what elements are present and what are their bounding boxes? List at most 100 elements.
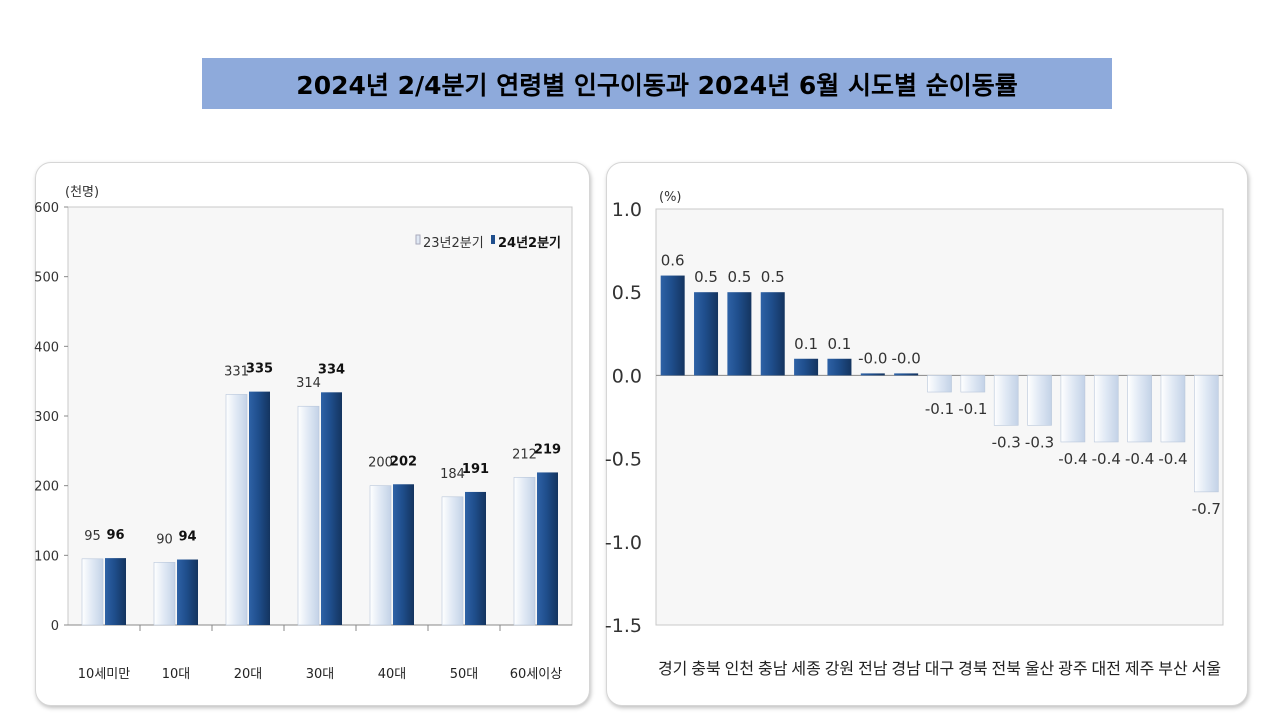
left-x-tick-label: 50대 [450, 667, 479, 682]
left-x-tick-label: 30대 [306, 667, 335, 682]
left-x-tick-label: 60세이상 [510, 667, 562, 682]
right-y-tick-label: -1.0 [605, 532, 642, 554]
region-bar [794, 358, 819, 376]
region-bar [960, 375, 986, 393]
right-x-tick-label: 서울 [1192, 659, 1221, 678]
bar-2023 [81, 558, 104, 626]
region-data-label: -0.3 [1025, 433, 1054, 451]
region-bar [1093, 375, 1119, 443]
legend-label-2023: 23년2분기 [423, 236, 484, 251]
right-y-tick-label: -0.5 [605, 449, 642, 471]
right-x-tick-label: 충남 [758, 659, 788, 678]
bar-2023 [513, 477, 536, 626]
left-unit-label: (천명) [65, 185, 99, 200]
region-bar [1127, 375, 1152, 443]
right-x-tick-label: 전남 [858, 659, 888, 678]
left-y-tick-label: 400 [34, 340, 59, 355]
legend-label-2024: 24년2분기 [498, 236, 561, 251]
right-x-tick-label: 세종 [791, 659, 820, 678]
region-bar [993, 375, 1019, 426]
bar-2023 [297, 405, 320, 626]
bar-2024 [465, 491, 486, 625]
region-data-label: -0.4 [1092, 450, 1121, 468]
right-y-tick-label: -1.5 [605, 615, 642, 637]
bar-2023 [441, 496, 464, 626]
right-x-tick-label: 충북 [691, 659, 720, 678]
title-banner: 2024년 2/4분기 연령별 인구이동과 2024년 6월 시도별 순이동률 [202, 58, 1112, 109]
region-data-label: -0.0 [892, 349, 921, 367]
region-data-label: 0.6 [661, 252, 685, 270]
region-bar [860, 373, 885, 376]
right-x-tick-label: 대전 [1092, 659, 1121, 678]
region-bar [1027, 375, 1052, 426]
data-label-2024: 335 [246, 362, 273, 377]
data-label-2024: 191 [462, 462, 489, 477]
region-data-label: 0.5 [727, 268, 751, 286]
left-y-tick-label: 200 [34, 480, 59, 495]
region-bar [694, 292, 719, 376]
region-data-label: 0.1 [828, 335, 852, 353]
left-x-tick-label: 20대 [234, 667, 263, 682]
right-y-tick-label: 1.0 [612, 199, 642, 221]
region-data-label: -0.0 [858, 349, 887, 367]
region-data-label: 0.5 [761, 268, 785, 286]
region-data-label: -0.4 [1125, 450, 1154, 468]
region-bar [1060, 375, 1086, 443]
bar-2024 [393, 484, 414, 625]
region-bar [827, 358, 852, 376]
data-label-2024: 94 [178, 530, 196, 545]
region-data-label: 0.5 [694, 268, 718, 286]
data-label-2023: 200 [368, 456, 393, 471]
region-bar [660, 275, 685, 376]
page-title: 2024년 2/4분기 연령별 인구이동과 2024년 6월 시도별 순이동률 [296, 70, 1018, 100]
bar-2023 [369, 485, 392, 626]
left-x-tick-label: 40대 [378, 667, 407, 682]
legend-swatch-2024 [491, 235, 495, 244]
bar-2024 [537, 472, 558, 625]
data-label-2024: 202 [390, 454, 417, 469]
bar-2024 [105, 558, 126, 625]
right-x-tick-label: 광주 [1058, 659, 1087, 678]
right-x-tick-label: 경기 [658, 659, 687, 678]
left-x-tick-label: 10대 [162, 667, 191, 682]
right-x-tick-label: 경북 [958, 659, 987, 678]
data-label-2023: 90 [156, 532, 173, 547]
bar-2024 [177, 559, 198, 625]
bar-2023 [153, 561, 176, 626]
right-y-tick-label: 0.5 [612, 282, 642, 304]
data-label-2023: 95 [84, 529, 101, 544]
region-data-label: -0.3 [992, 433, 1021, 451]
right-x-tick-label: 강원 [825, 659, 854, 678]
region-bar [1160, 375, 1186, 443]
data-label-2023: 212 [512, 447, 537, 462]
right-x-tick-label: 인천 [725, 659, 754, 678]
region-bar [727, 292, 752, 376]
region-data-label: -0.1 [925, 400, 954, 418]
bar-2024 [321, 392, 342, 625]
right-x-tick-label: 경남 [891, 659, 921, 678]
region-data-label: -0.4 [1158, 450, 1187, 468]
legend-swatch-2023 [415, 234, 421, 245]
left-x-tick-label: 10세미만 [78, 667, 130, 682]
right-x-tick-label: 대구 [925, 659, 954, 678]
left-y-tick-label: 300 [34, 410, 59, 425]
right-x-tick-label: 부산 [1158, 659, 1188, 678]
bar-2023 [225, 394, 248, 626]
right-unit-label: (%) [659, 190, 682, 205]
data-label-2023: 184 [440, 467, 465, 482]
data-label-2023: 331 [224, 364, 249, 379]
region-bar [1194, 375, 1219, 493]
left-y-tick-label: 600 [34, 201, 59, 216]
data-label-2024: 334 [318, 362, 345, 377]
right-x-tick-label: 전북 [991, 659, 1020, 678]
left-y-tick-label: 0 [51, 619, 59, 634]
region-data-label: -0.4 [1058, 450, 1087, 468]
region-data-label: 0.1 [794, 335, 818, 353]
region-bar [760, 292, 785, 376]
region-bar [894, 373, 919, 376]
data-label-2024: 96 [106, 528, 124, 543]
left-y-tick-label: 100 [34, 549, 59, 564]
left-y-tick-label: 500 [34, 271, 59, 286]
region-bar [927, 375, 952, 393]
